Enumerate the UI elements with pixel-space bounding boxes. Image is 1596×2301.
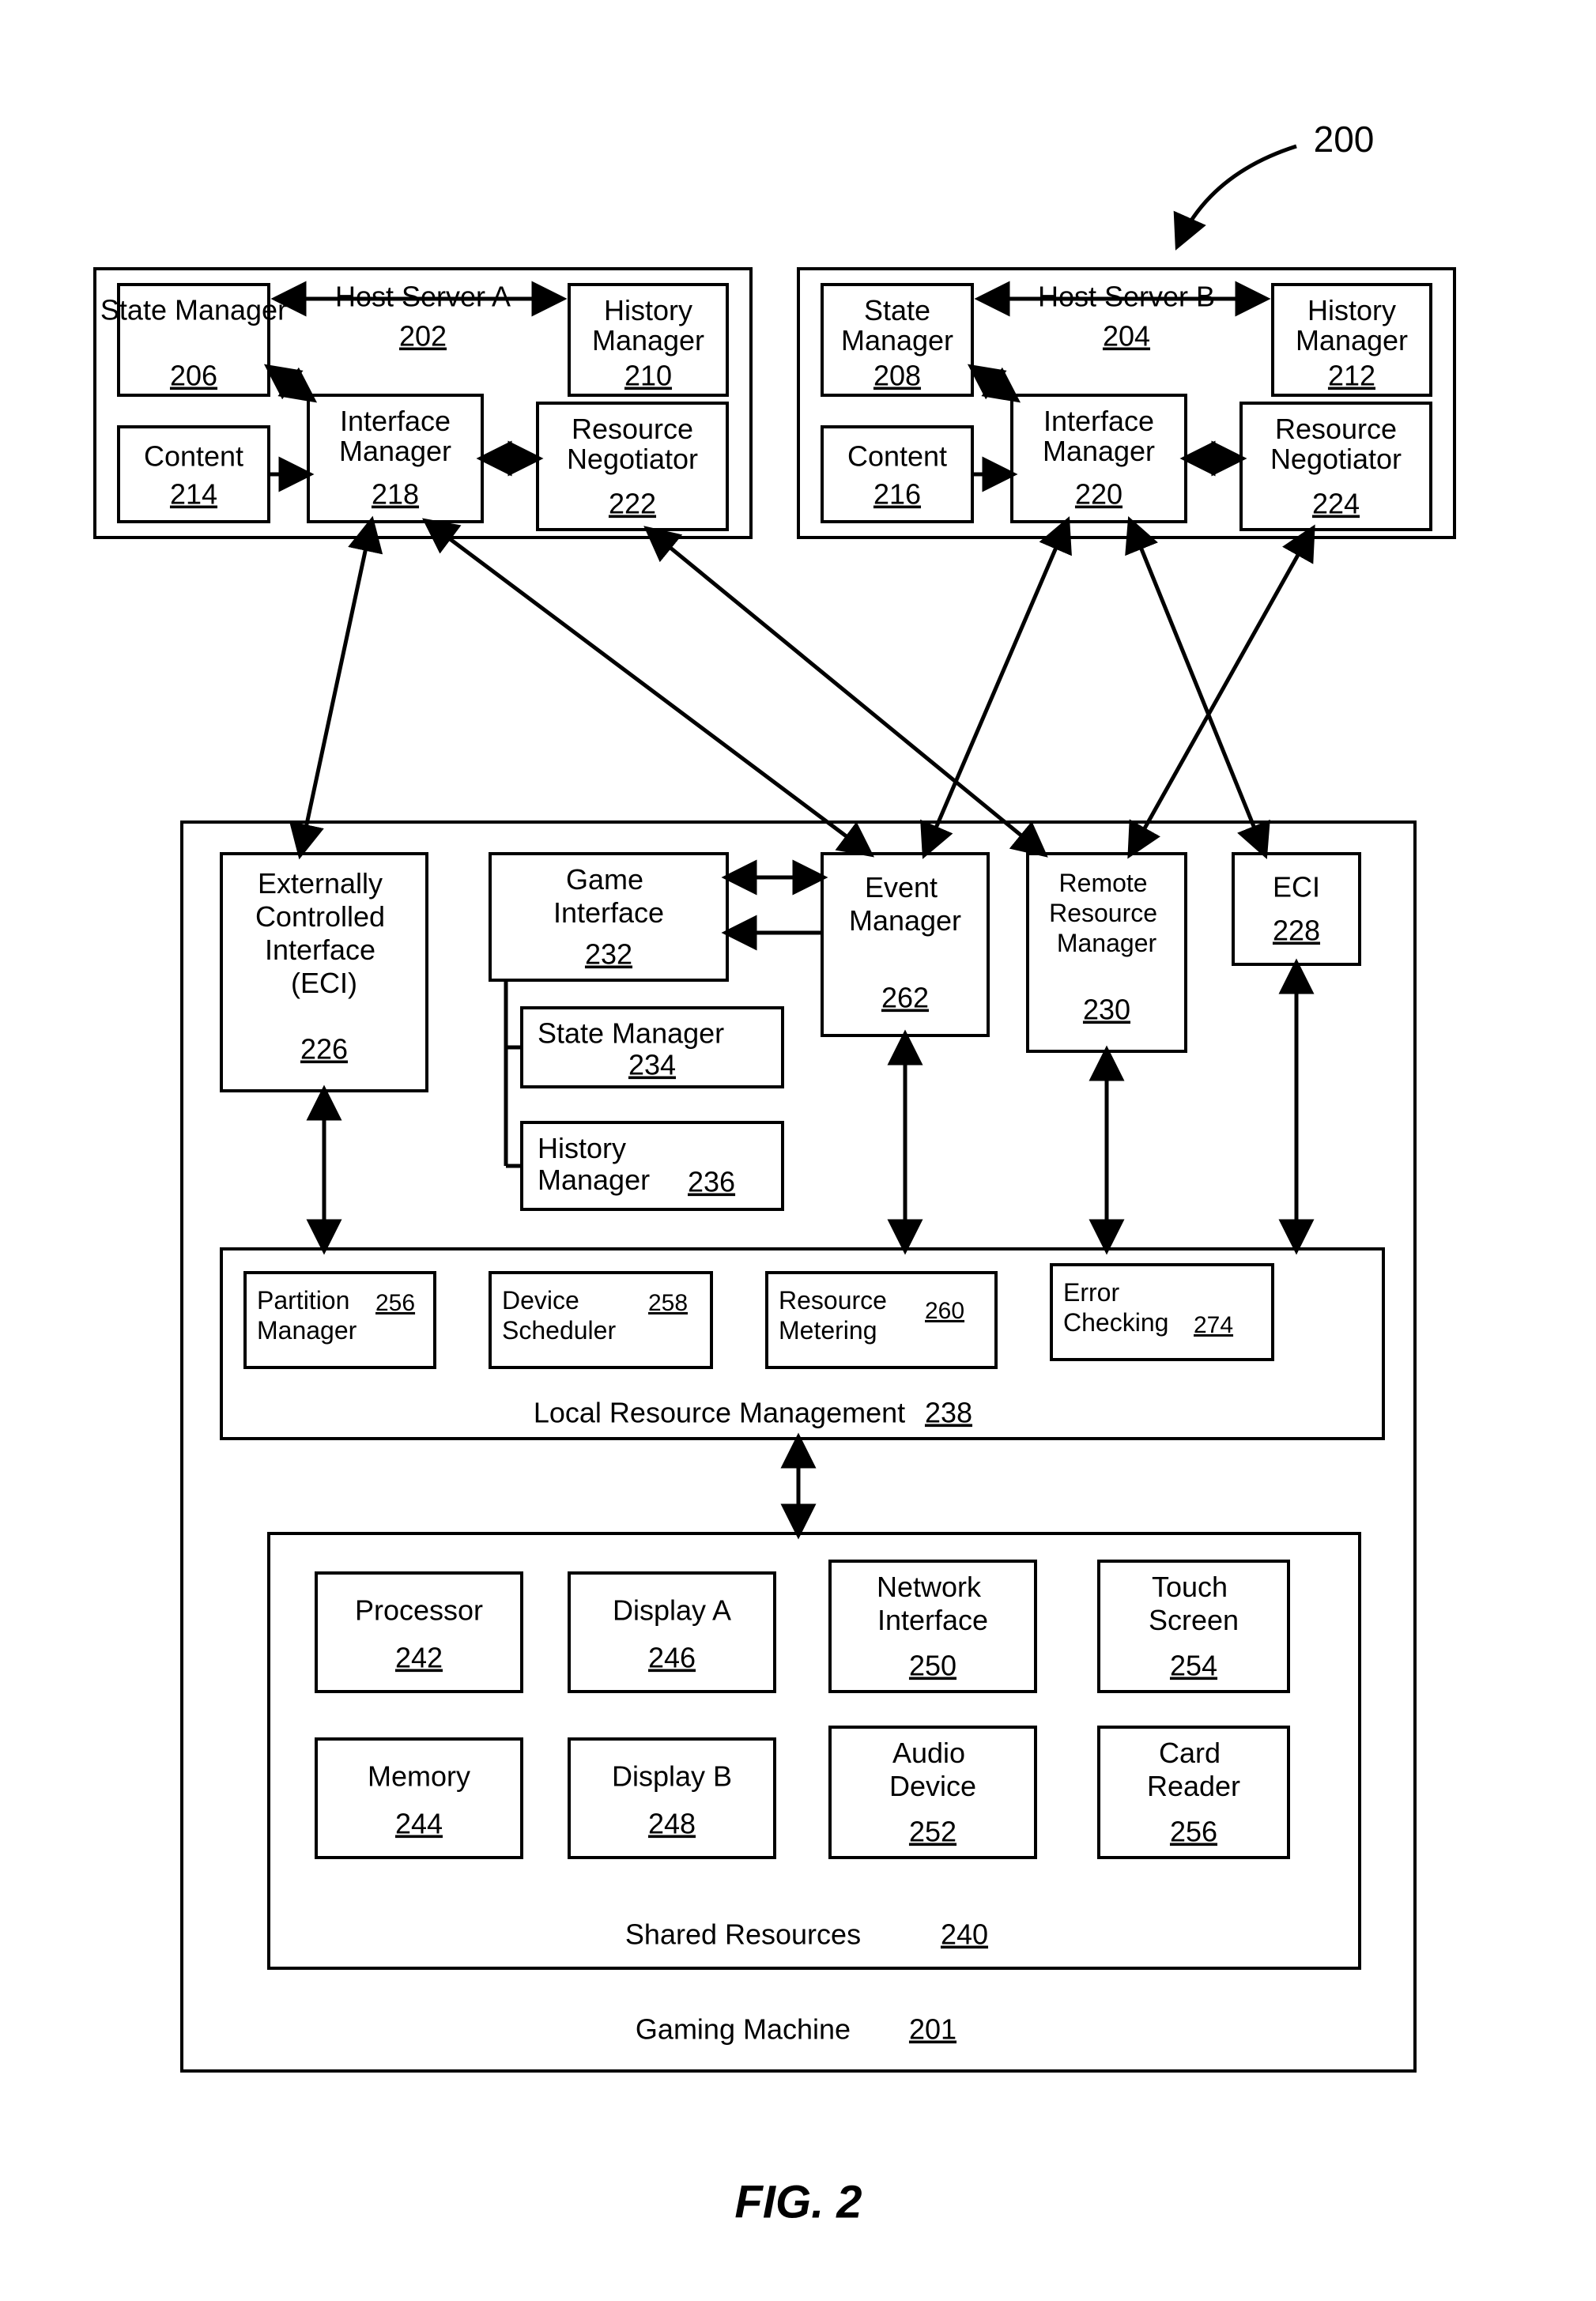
shared-title: Shared Resources — [625, 1918, 861, 1951]
memory-num: 244 — [395, 1808, 443, 1840]
host-b-content-num: 216 — [873, 478, 921, 511]
partition-num: 256 — [375, 1290, 415, 1316]
touch-num: 254 — [1170, 1650, 1217, 1682]
host-b-im-num: 220 — [1075, 478, 1122, 511]
event-manager-label: Event Manager — [849, 871, 961, 937]
host-a-im-label: InterfaceManager — [339, 405, 451, 467]
host-b-im-label: InterfaceManager — [1043, 405, 1155, 467]
figure-ref-number: 200 — [1314, 119, 1375, 160]
host-b-history-num: 212 — [1328, 360, 1375, 392]
host-a-history-num: 210 — [624, 360, 672, 392]
host-a-title: Host Server A — [335, 281, 511, 313]
host-a-rn-num: 222 — [609, 488, 656, 520]
netif-label: Network Interface — [877, 1571, 989, 1636]
host-a-content-num: 214 — [170, 478, 217, 511]
event-manager-num: 262 — [881, 982, 929, 1014]
errcheck-num: 274 — [1194, 1312, 1233, 1338]
host-a-num: 202 — [399, 320, 447, 353]
host-a-im-num: 218 — [372, 478, 419, 511]
eci-right-label: ECI — [1273, 871, 1320, 903]
host-a-state-label: State Manager — [100, 294, 287, 326]
host-a-history-label: HistoryManager — [592, 294, 704, 356]
lrm-title: Local Resource Management — [534, 1397, 905, 1429]
display-b-label: Display B — [612, 1760, 732, 1793]
rrm-num: 230 — [1083, 994, 1130, 1026]
display-a-label: Display A — [613, 1594, 731, 1627]
host-b-title: Host Server B — [1038, 281, 1215, 313]
memory-label: Memory — [368, 1760, 470, 1793]
host-a-content-label: Content — [144, 440, 243, 473]
display-a-num: 246 — [648, 1642, 696, 1674]
arrow-b-im-eci — [1130, 522, 1265, 854]
audio-label: Audio Device — [889, 1737, 976, 1802]
gm-title: Gaming Machine — [636, 2013, 851, 2046]
eci-left-num: 226 — [300, 1033, 348, 1066]
host-b-num: 204 — [1103, 320, 1150, 353]
rrm-label: Remote Resource Manager — [1049, 869, 1164, 957]
shared-num: 240 — [941, 1918, 988, 1951]
gaming-machine: Gaming Machine 201 Externally Controlled… — [182, 822, 1415, 2071]
arrow-a-rn-rrm — [648, 530, 1043, 854]
arrow-b-im-event — [925, 522, 1067, 854]
gm-state-num: 234 — [628, 1049, 676, 1081]
arrow-a-im-eci — [300, 522, 372, 854]
lrm-num: 238 — [925, 1397, 972, 1429]
host-a-rn-label: ResourceNegotiator — [567, 413, 698, 475]
resmeter-num: 260 — [925, 1298, 964, 1324]
arrow-a-im-event — [427, 522, 870, 854]
eci-right-num: 228 — [1273, 915, 1320, 947]
game-interface-num: 232 — [585, 938, 632, 971]
host-a-state-num: 206 — [170, 360, 217, 392]
processor-label: Processor — [355, 1594, 483, 1627]
host-server-a: Host Server A 202 State Manager 206 Hist… — [95, 269, 751, 538]
host-b-history-label: HistoryManager — [1296, 294, 1408, 356]
game-interface-label: Game Interface — [553, 863, 664, 929]
card-label: Card Reader — [1147, 1737, 1240, 1802]
host-b-rn-label: ResourceNegotiator — [1270, 413, 1402, 475]
netif-num: 250 — [909, 1650, 956, 1682]
gm-history-label: History Manager — [538, 1132, 650, 1196]
card-num: 256 — [1170, 1816, 1217, 1848]
arrow-b-rn-rrm — [1130, 530, 1312, 854]
audio-num: 252 — [909, 1816, 956, 1848]
figure-label: FIG. 2 — [734, 2176, 862, 2227]
gm-state-label: State Manager — [538, 1017, 724, 1050]
host-server-b: Host Server B 204 StateManager 208 Histo… — [798, 269, 1455, 538]
architecture-diagram: 200 Host Server A 202 State Manager 206 … — [0, 0, 1596, 2301]
devsched-num: 258 — [648, 1290, 688, 1316]
gm-history-num: 236 — [688, 1166, 735, 1198]
host-b-rn-num: 224 — [1312, 488, 1360, 520]
ref-arrow — [1178, 146, 1296, 245]
gm-num: 201 — [909, 2013, 956, 2046]
host-b-content-label: Content — [847, 440, 947, 473]
touch-label: Touch Screen — [1149, 1571, 1239, 1636]
host-b-state-num: 208 — [873, 360, 921, 392]
processor-num: 242 — [395, 1642, 443, 1674]
display-b-num: 248 — [648, 1808, 696, 1840]
